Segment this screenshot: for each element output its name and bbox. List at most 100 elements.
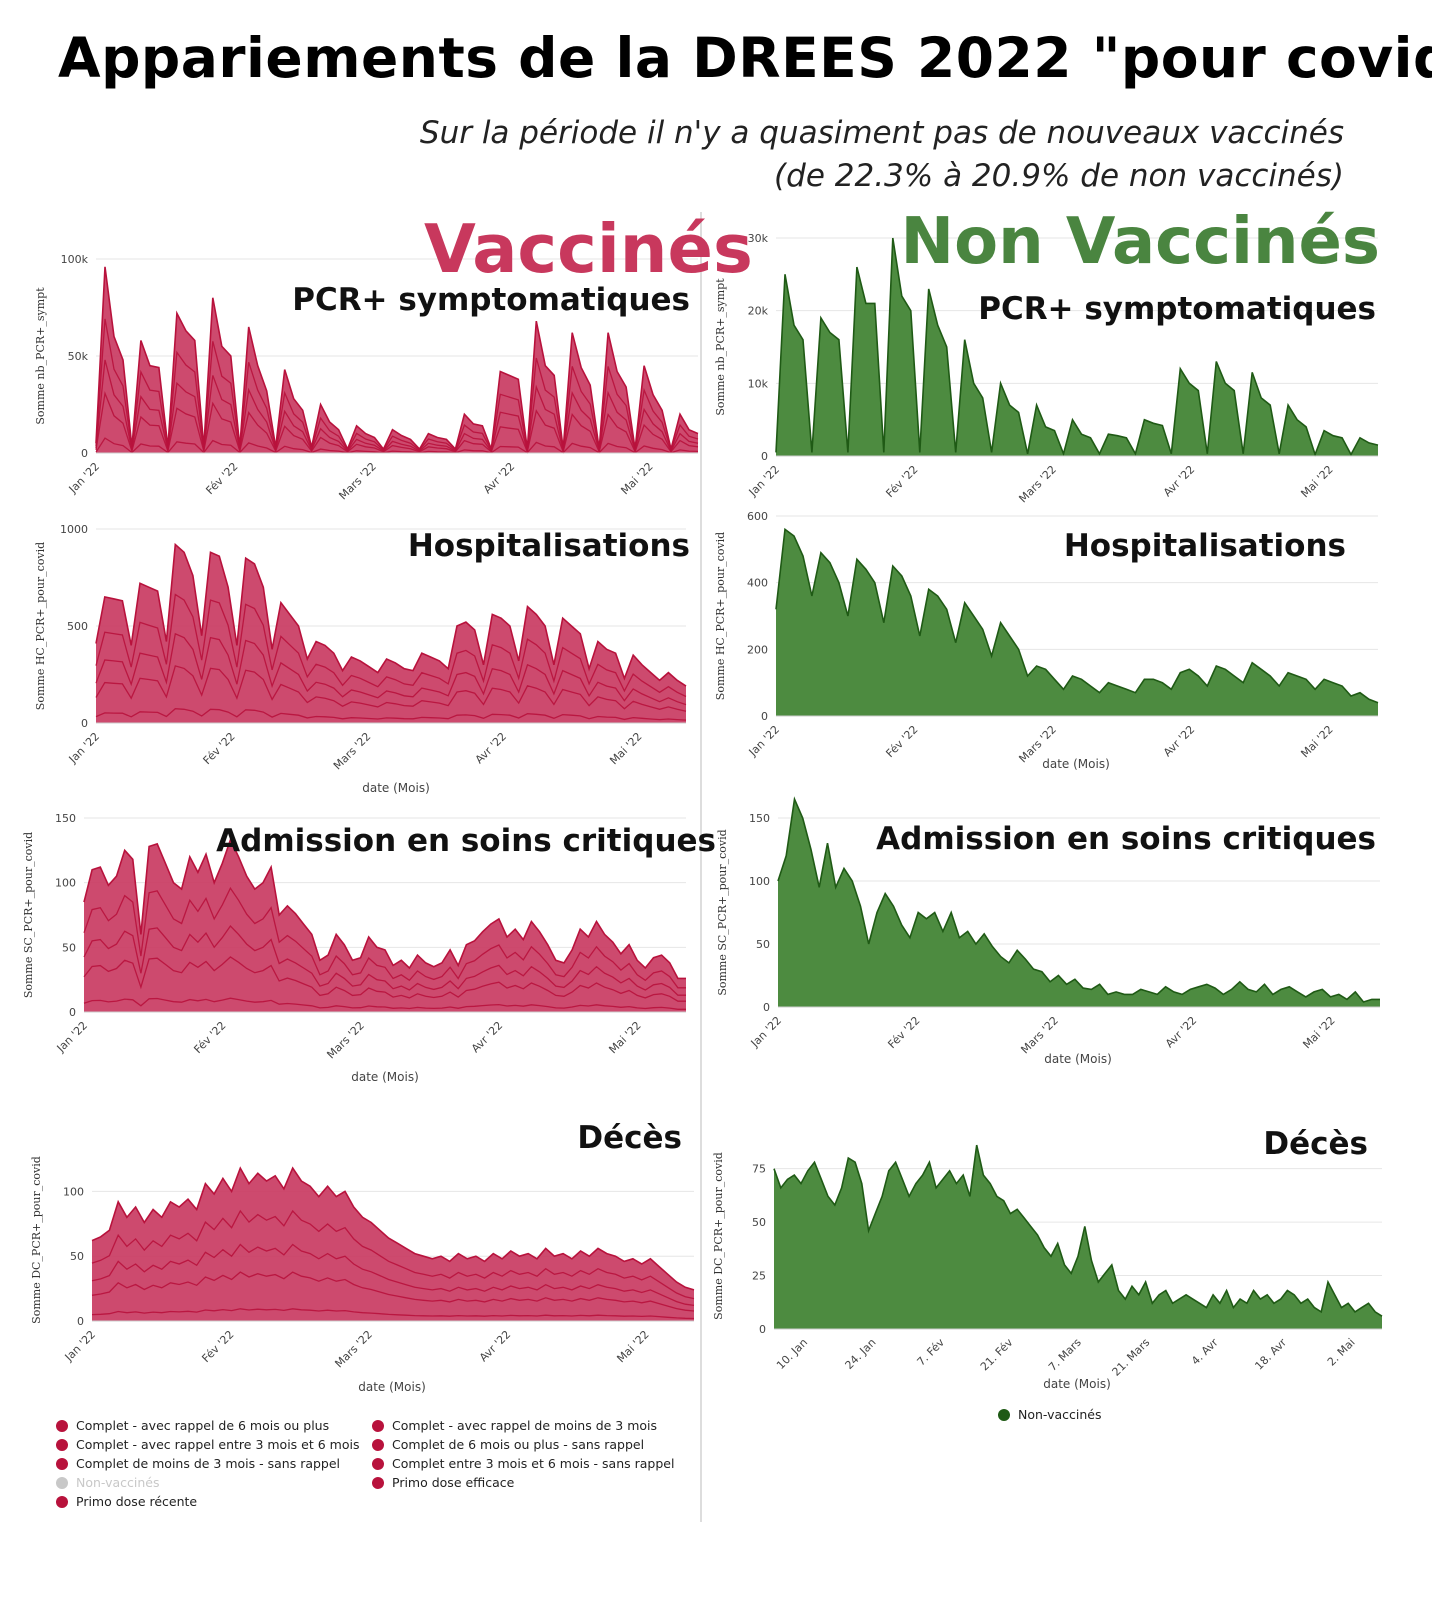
x-tick-label: Avr '22 [1161, 723, 1197, 759]
series-line [83, 837, 686, 980]
x-axis-label: date (Mois) [1044, 1052, 1112, 1066]
legend-dot [998, 1408, 1010, 1421]
series-line [777, 796, 1380, 1003]
x-tick-label: Avr '22 [469, 1019, 505, 1055]
subtitle-line-1: Sur la période il n'y a quasiment pas de… [419, 115, 1344, 151]
legend-label: Complet de moins de 3 mois - sans rappel [76, 1456, 341, 1471]
y-tick-label: 0 [81, 447, 88, 460]
legend-label: Primo dose efficace [392, 1475, 515, 1490]
legend-item[interactable]: Complet de moins de 3 mois - sans rappel [56, 1456, 340, 1471]
page-title: Appariements de la DREES 2022 "pour covi… [58, 26, 1432, 90]
y-tick-label: 0 [761, 450, 768, 463]
x-tick-label: Jan '22 [748, 1014, 784, 1050]
x-tick-label: 21. Mars [1110, 1336, 1153, 1379]
legend-item[interactable]: Complet - avec rappel de moins de 3 mois [372, 1418, 657, 1433]
series-line [95, 359, 699, 453]
x-tick-label: Mai '22 [618, 460, 655, 497]
y-tick-label: 0 [763, 1001, 770, 1014]
legend-item[interactable]: Complet - avec rappel de 6 mois ou plus [56, 1418, 329, 1433]
y-tick-label: 100 [55, 877, 76, 890]
x-tick-label: Mai '22 [1298, 723, 1335, 760]
x-tick-label: Mai '22 [607, 730, 644, 767]
series-line [95, 708, 687, 721]
x-tick-label: Jan '22 [746, 723, 782, 759]
x-tick-label: Avr '22 [477, 1328, 513, 1364]
series-area [776, 529, 1378, 716]
series-area [92, 1168, 694, 1321]
y-axis-label: Somme nb_PCR+_sympt [34, 287, 47, 425]
series-line [95, 632, 687, 706]
legend-item[interactable]: Complet entre 3 mois et 6 mois - sans ra… [372, 1456, 674, 1471]
series-area [778, 799, 1380, 1007]
nonvacc-sc-title: Admission en soins critiques [876, 821, 1376, 857]
legend-label: Complet de 6 mois ou plus - sans rappel [392, 1437, 645, 1452]
legend-dot [372, 1438, 384, 1451]
x-tick-label: Mars '22 [324, 1019, 366, 1061]
legend-item[interactable]: Non-vaccinés [56, 1475, 160, 1490]
unvaccinated-heading: Non Vaccinés [900, 205, 1380, 279]
column-divider [700, 212, 702, 1522]
legend-item[interactable]: Primo dose récente [56, 1494, 197, 1509]
y-axis-label: Somme nb_PCR+_sympt [714, 278, 727, 416]
series-line [95, 318, 699, 453]
legend-dot [56, 1457, 68, 1470]
vacc-pcr-title: PCR+ symptomatiques [292, 282, 690, 318]
series-line [95, 542, 687, 687]
series-line [95, 593, 687, 698]
series-line [83, 956, 686, 1002]
y-axis-label: Somme HC_PCR+_pour_covid [34, 542, 47, 710]
x-tick-label: 7. Mars [1046, 1336, 1084, 1374]
x-axis-label: date (Mois) [1042, 757, 1110, 771]
vaccinated-heading: Vaccinés [424, 210, 753, 288]
y-tick-label: 50 [62, 941, 76, 954]
x-tick-label: Fév '22 [883, 463, 920, 500]
legend-dot [56, 1438, 68, 1451]
y-tick-label: 100k [61, 253, 89, 266]
vacc-hosp-title: Hospitalisations [407, 528, 690, 564]
x-tick-label: Mars '22 [1018, 1014, 1060, 1056]
x-axis-label: date (Mois) [362, 781, 430, 795]
subtitle-line-2: (de 22.3% à 20.9% de non vaccinés) [774, 158, 1344, 194]
y-tick-label: 100 [749, 875, 770, 888]
series-line [91, 1271, 695, 1312]
series-line [83, 924, 686, 996]
y-tick-label: 0 [69, 1006, 76, 1019]
x-tick-label: 10. Jan [774, 1336, 810, 1372]
series-line [95, 437, 699, 454]
legend-item[interactable]: Complet - avec rappel entre 3 mois et 6 … [56, 1437, 359, 1452]
x-tick-label: Jan '22 [66, 730, 102, 766]
x-tick-label: Jan '22 [54, 1019, 90, 1055]
x-tick-label: Mars '22 [1016, 463, 1058, 505]
y-axis-label: Somme DC_PCR+_pour_covid [712, 1152, 725, 1320]
x-tick-label: 2. Mai [1325, 1336, 1358, 1369]
y-tick-label: 200 [747, 643, 768, 656]
y-tick-label: 400 [747, 577, 768, 590]
y-tick-label: 50 [752, 1216, 766, 1229]
nonvacc-hosp-title: Hospitalisations [1063, 528, 1346, 564]
x-tick-label: Mai '22 [1300, 1014, 1337, 1051]
legend-dot [56, 1419, 68, 1432]
legend-item[interactable]: Non-vaccinés [998, 1407, 1102, 1422]
legend-item[interactable]: Primo dose efficace [372, 1475, 514, 1490]
legend-label: Complet entre 3 mois et 6 mois - sans ra… [392, 1456, 675, 1471]
x-tick-label: 18. Avr [1252, 1336, 1289, 1373]
nonvacc-dc-title: Décès [1263, 1126, 1368, 1162]
series-area [84, 840, 686, 1012]
x-tick-label: Avr '22 [473, 730, 509, 766]
x-tick-label: Jan '22 [62, 1328, 98, 1364]
y-axis-label: Somme DC_PCR+_pour_covid [30, 1156, 43, 1324]
series-area [776, 238, 1378, 456]
series-area [96, 544, 686, 723]
legend-label: Complet - avec rappel entre 3 mois et 6 … [76, 1437, 360, 1452]
legend-dot [372, 1457, 384, 1470]
legend-label: Primo dose récente [76, 1494, 198, 1509]
y-tick-label: 0 [761, 710, 768, 723]
series-line [95, 665, 687, 712]
x-tick-label: Fév '22 [191, 1019, 228, 1056]
y-tick-label: 50 [70, 1250, 84, 1263]
y-tick-label: 75 [752, 1163, 766, 1176]
y-axis-label: Somme SC_PCR+_pour_covid [716, 829, 729, 995]
legend-item[interactable]: Complet de 6 mois ou plus - sans rappel [372, 1437, 644, 1452]
series-line [91, 1243, 695, 1307]
y-tick-label: 150 [749, 812, 770, 825]
